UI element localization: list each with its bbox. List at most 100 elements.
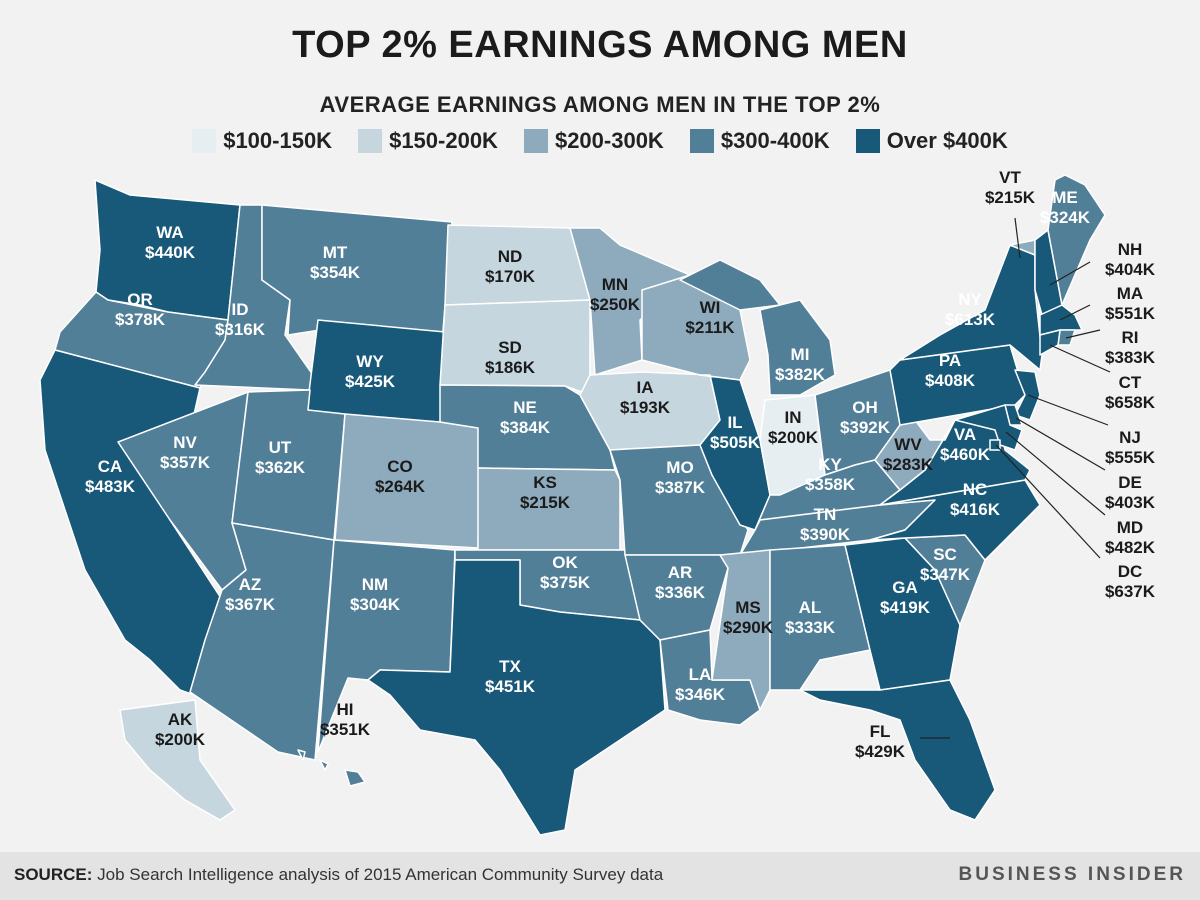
state-me xyxy=(1047,174,1106,306)
state-value: $358K xyxy=(805,475,856,494)
state-abbr: AR xyxy=(668,563,693,582)
state-value: $392K xyxy=(840,418,891,437)
state-abbr: SD xyxy=(498,338,522,357)
state-value: $429K xyxy=(855,742,906,761)
state-value: $333K xyxy=(785,618,836,637)
state-abbr: HI xyxy=(337,700,354,719)
state-value: $290K xyxy=(723,618,774,637)
state-value: $354K xyxy=(310,263,361,282)
state-abbr: CT xyxy=(1119,373,1142,392)
state-label-nh: NH$404K xyxy=(1105,240,1156,279)
state-label-ks: KS$215K xyxy=(520,473,571,512)
state-abbr: PA xyxy=(939,351,961,370)
legend-item: $200-300K xyxy=(523,128,664,154)
state-abbr: OH xyxy=(852,398,878,417)
state-value: $384K xyxy=(500,418,551,437)
state-value: $378K xyxy=(115,310,166,329)
state-value: $362K xyxy=(255,458,306,477)
legend-label: $200-300K xyxy=(554,128,664,153)
state-label-co: CO$264K xyxy=(375,457,426,496)
state-label-sc: SC$347K xyxy=(920,545,971,584)
state-label-va: VA$460K xyxy=(940,425,991,464)
state-label-ma: MA$551K xyxy=(1105,284,1156,323)
state-abbr: NV xyxy=(173,433,197,452)
state-sd xyxy=(439,299,591,396)
state-value: $193K xyxy=(620,398,671,417)
state-value: $250K xyxy=(590,295,641,314)
state-abbr: MS xyxy=(735,598,761,617)
state-label-or: OR$378K xyxy=(115,290,166,329)
us-map: WA$440KOR$378KCA$483KID$316KNV$357KMT$35… xyxy=(39,168,1156,836)
state-mn xyxy=(569,227,691,376)
state-value: $404K xyxy=(1105,260,1156,279)
state-abbr: KS xyxy=(533,473,557,492)
state-value: $613K xyxy=(945,310,996,329)
state-label-ut: UT$362K xyxy=(255,438,306,477)
state-label-de: DE$403K xyxy=(1105,473,1156,512)
state-value: $551K xyxy=(1105,304,1156,323)
state-value: $215K xyxy=(985,188,1036,207)
state-abbr: IN xyxy=(785,408,802,427)
state-abbr: OK xyxy=(552,553,578,572)
state-abbr: NM xyxy=(362,575,388,594)
legend: $100-150K $150-200K $200-300K $300-400K Over… xyxy=(0,128,1200,154)
state-value: $658K xyxy=(1105,393,1156,412)
state-label-nj: NJ$555K xyxy=(1105,428,1156,467)
state-abbr: NH xyxy=(1118,240,1143,259)
leader-line-dc xyxy=(995,444,1101,559)
leader-line-ct xyxy=(1049,344,1111,373)
state-abbr: CO xyxy=(387,457,413,476)
state-value: $637K xyxy=(1105,582,1156,601)
source-text: Job Search Intelligence analysis of 2015… xyxy=(97,865,664,884)
state-hi xyxy=(297,749,366,787)
state-value: $482K xyxy=(1105,538,1156,557)
state-label-nc: NC$416K xyxy=(950,480,1001,519)
state-value: $403K xyxy=(1105,493,1156,512)
state-mi xyxy=(679,259,836,396)
state-abbr: MT xyxy=(323,243,348,262)
leader-line-ri xyxy=(1065,329,1101,339)
state-label-vt: VT$215K xyxy=(985,168,1036,207)
leader-line-nh xyxy=(1049,261,1091,286)
state-abbr: WA xyxy=(156,223,183,242)
state-value: $324K xyxy=(1040,208,1091,227)
state-abbr: MD xyxy=(1117,518,1143,537)
state-label-tn: TN$390K xyxy=(800,505,851,544)
state-label-az: AZ$367K xyxy=(225,575,276,614)
state-tx xyxy=(367,559,666,836)
state-label-mo: MO$387K xyxy=(655,458,706,497)
state-value: $425K xyxy=(345,372,396,391)
state-label-md: MD$482K xyxy=(1105,518,1156,557)
state-label-il: IL$505K xyxy=(710,413,761,452)
state-value: $215K xyxy=(520,493,571,512)
state-label-mt: MT$354K xyxy=(310,243,361,282)
state-abbr: NJ xyxy=(1119,428,1141,447)
state-value: $419K xyxy=(880,598,931,617)
state-abbr: MN xyxy=(602,275,628,294)
state-abbr: NE xyxy=(513,398,537,417)
state-label-ct: CT$658K xyxy=(1105,373,1156,412)
state-value: $351K xyxy=(320,720,371,739)
state-label-dc: DC$637K xyxy=(1105,562,1156,601)
legend-label: $100-150K xyxy=(223,128,333,153)
state-value: $186K xyxy=(485,358,536,377)
state-label-ak: AK$200K xyxy=(155,710,206,749)
state-label-ms: MS$290K xyxy=(723,598,774,637)
legend-item: $100-150K xyxy=(192,128,332,154)
state-label-al: AL$333K xyxy=(785,598,836,637)
state-label-id: ID$316K xyxy=(215,300,266,339)
state-nj xyxy=(1014,369,1041,421)
state-ks xyxy=(477,467,621,551)
state-abbr: FL xyxy=(870,722,891,741)
state-abbr: MI xyxy=(791,345,810,364)
state-label-sd: SD$186K xyxy=(485,338,536,377)
brand-logo-text: BUSINESS INSIDER xyxy=(958,864,1186,885)
map-subtitle: AVERAGE EARNINGS AMONG MEN IN THE TOP 2% xyxy=(319,92,881,117)
state-value: $390K xyxy=(800,525,851,544)
state-value: $555K xyxy=(1105,448,1156,467)
legend-swatch xyxy=(358,129,383,153)
state-value: $170K xyxy=(485,267,536,286)
state-abbr: MO xyxy=(666,458,693,477)
state-label-mn: MN$250K xyxy=(590,275,641,314)
state-value: $382K xyxy=(775,365,826,384)
